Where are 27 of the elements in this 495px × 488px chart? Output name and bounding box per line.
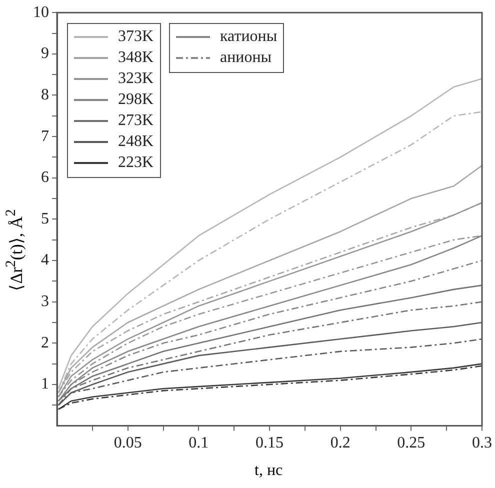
x-tick-label: 0.15 bbox=[256, 434, 284, 452]
legend-label: 298K bbox=[118, 91, 154, 110]
stroke-style-key: катионы анионы bbox=[169, 22, 284, 73]
x-tick-label: 0.3 bbox=[472, 434, 492, 452]
legend-label: 248K bbox=[118, 133, 154, 152]
legend-label: 223K bbox=[118, 154, 154, 172]
y-tick-label: 7 bbox=[41, 128, 49, 145]
x-tick-label: 0.2 bbox=[330, 434, 350, 452]
y-tick-label: 2 bbox=[41, 334, 49, 352]
y-tick-label: 9 bbox=[41, 45, 49, 62]
legend-label: 323K bbox=[118, 70, 154, 88]
x-tick-label: 0.1 bbox=[188, 434, 209, 452]
annotation: анионы bbox=[220, 49, 272, 68]
x-axis-title: t, нс bbox=[254, 462, 283, 480]
annotation: катионы bbox=[220, 28, 278, 46]
y-tick-label: 1 bbox=[41, 376, 49, 393]
y-tick-label: 8 bbox=[41, 86, 49, 104]
y-tick-label: 10 bbox=[33, 4, 49, 21]
y-tick-label: 6 bbox=[41, 169, 49, 186]
x-tick-label: 0.05 bbox=[114, 434, 142, 452]
legend-label: 273K bbox=[118, 112, 154, 130]
x-tick-label: 0.25 bbox=[397, 434, 426, 452]
legend-label: 373K bbox=[118, 28, 154, 46]
y-tick-label: 4 bbox=[41, 252, 49, 269]
y-tick-label: 3 bbox=[41, 293, 49, 310]
y-tick-label: 5 bbox=[41, 210, 49, 228]
legend-label: 348K bbox=[118, 49, 154, 68]
